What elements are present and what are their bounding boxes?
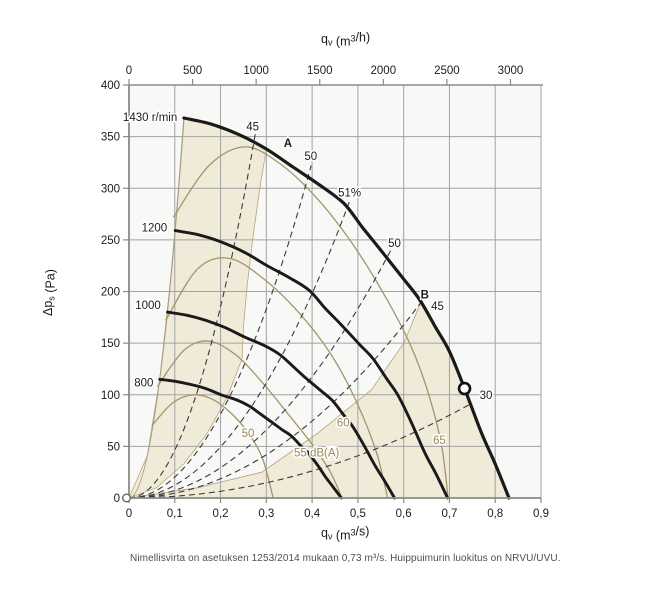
sound-curve-55 [156, 340, 343, 499]
svg-text:A: A [284, 138, 292, 150]
axis-titles: qv (m3/h) qv (m3/s) Δps (Pa) [41, 31, 370, 543]
efficiency-line-3 [128, 249, 392, 499]
svg-text:51%: 51% [338, 187, 361, 199]
svg-text:50: 50 [388, 238, 401, 250]
rpm-curve-1200 [173, 229, 450, 500]
svg-text:0,6: 0,6 [396, 508, 412, 520]
svg-text:0: 0 [126, 508, 132, 520]
svg-text:0: 0 [114, 493, 120, 505]
svg-text:0,9: 0,9 [533, 508, 549, 520]
svg-text:0,5: 0,5 [350, 508, 366, 520]
svg-text:100: 100 [101, 390, 120, 402]
svg-text:1000: 1000 [243, 65, 269, 77]
svg-text:1500: 1500 [307, 65, 333, 77]
rpm-curve-1430 [182, 116, 511, 500]
efficiency-line-4 [128, 299, 424, 499]
svg-text:150: 150 [101, 338, 120, 350]
svg-text:400: 400 [101, 80, 120, 92]
y-axis-title: Δps (Pa) [41, 269, 58, 316]
svg-text:0: 0 [126, 65, 132, 77]
nominal-operating-point-marker [457, 381, 472, 396]
bottom-axis-title: qv (m3/s) [321, 525, 369, 543]
svg-text:0,2: 0,2 [213, 508, 229, 520]
sound-curve-60 [165, 257, 389, 499]
tick-labels: 0 0,1 0,2 0,3 0,4 0,5 0,6 0,7 0,8 0,90 500 1000 1500… [101, 65, 549, 520]
rpm-curve-1000 [166, 310, 396, 500]
svg-text:0,1: 0,1 [167, 508, 183, 520]
sound-curve-65 [172, 146, 449, 499]
svg-text:1430 r/min: 1430 r/min [123, 112, 177, 124]
svg-text:0,4: 0,4 [304, 508, 321, 520]
svg-text:30: 30 [480, 390, 493, 402]
svg-text:65: 65 [433, 435, 446, 447]
svg-text:1200: 1200 [142, 222, 168, 234]
svg-text:800: 800 [134, 377, 153, 389]
top-axis-title: qv (m3/h) [321, 31, 370, 49]
svg-text:250: 250 [101, 235, 120, 247]
svg-text:0,7: 0,7 [441, 508, 457, 520]
svg-text:350: 350 [101, 132, 120, 144]
efficiency-line-1 [128, 165, 312, 499]
svg-text:60: 60 [337, 418, 350, 430]
rpm-curve-800 [158, 377, 343, 500]
chart-caption: Nimellisvirta on asetuksen 1253/2014 muk… [130, 553, 561, 564]
svg-text:50: 50 [304, 151, 317, 163]
svg-text:50: 50 [107, 441, 120, 453]
svg-text:0,3: 0,3 [258, 508, 274, 520]
svg-text:B: B [421, 290, 429, 302]
svg-text:500: 500 [183, 65, 202, 77]
origin-marker [121, 493, 131, 503]
svg-text:45: 45 [246, 121, 259, 133]
svg-text:2000: 2000 [371, 65, 397, 77]
svg-text:45: 45 [431, 301, 444, 313]
svg-text:2500: 2500 [434, 65, 460, 77]
efficiency-line-5 [128, 402, 473, 499]
svg-text:55 dB(A): 55 dB(A) [294, 448, 340, 460]
svg-text:200: 200 [101, 287, 120, 299]
svg-text:50: 50 [242, 428, 255, 440]
svg-text:0,8: 0,8 [487, 508, 503, 520]
curve-labels: 1430 r/min 1200 1000 800 45 50 51% 50 45 30 50 55 d… [121, 111, 494, 462]
efficiency-line-2 [128, 198, 352, 499]
svg-text:300: 300 [101, 183, 120, 195]
sound-curve-50 [151, 394, 274, 499]
svg-text:1000: 1000 [135, 300, 161, 312]
svg-text:3000: 3000 [498, 65, 524, 77]
